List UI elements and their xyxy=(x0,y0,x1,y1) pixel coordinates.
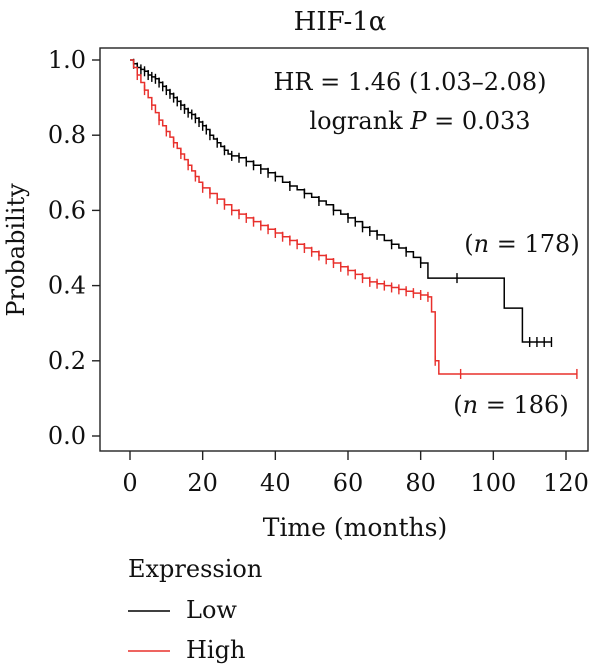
x-axis: 0 20 40 60 80 100 120 xyxy=(122,451,589,497)
legend-label-low: Low xyxy=(186,596,237,624)
logrank-p: P xyxy=(409,107,427,135)
x-tick-label: 100 xyxy=(470,469,516,497)
legend: Expression Low High xyxy=(128,555,262,664)
series-high xyxy=(130,59,578,379)
chart-title: HIF-1α xyxy=(294,7,387,37)
n-high-open: ( xyxy=(453,391,462,419)
n-high-n: n xyxy=(463,391,478,419)
n-high-value: = 186) xyxy=(478,391,569,419)
series-low xyxy=(130,58,553,347)
n-low-label: (n = 178) xyxy=(464,230,579,258)
y-axis: 0.0 0.2 0.4 0.6 0.8 1.0 xyxy=(48,46,100,450)
hr-annotation: HR = 1.46 (1.03–2.08) xyxy=(273,68,546,96)
logrank-value: = 0.033 xyxy=(426,107,530,135)
x-tick-label: 60 xyxy=(333,469,364,497)
y-tick-label: 0.6 xyxy=(48,196,86,224)
series-layer xyxy=(130,58,578,379)
n-low-open: ( xyxy=(464,230,473,258)
x-tick-label: 120 xyxy=(543,469,589,497)
x-axis-label: Time (months) xyxy=(263,513,447,542)
logrank-annotation: logrank P = 0.033 xyxy=(309,107,530,135)
x-tick-label: 80 xyxy=(405,469,436,497)
legend-label-high: High xyxy=(186,636,245,664)
n-low-value: = 178) xyxy=(489,230,580,258)
y-tick-label: 0.8 xyxy=(48,121,86,149)
x-tick-label: 20 xyxy=(187,469,218,497)
y-tick-label: 0.0 xyxy=(48,422,86,450)
plot-border xyxy=(99,47,589,452)
y-axis-label: Probability xyxy=(2,183,30,317)
y-tick-label: 1.0 xyxy=(48,46,86,74)
y-tick-label: 0.4 xyxy=(48,272,86,300)
x-tick-label: 40 xyxy=(260,469,291,497)
legend-title: Expression xyxy=(128,555,262,583)
logrank-prefix: logrank xyxy=(309,107,410,135)
x-tick-label: 0 xyxy=(122,469,137,497)
n-low-n: n xyxy=(474,230,489,258)
n-high-label: (n = 186) xyxy=(453,391,568,419)
survival-line-low xyxy=(130,59,552,343)
y-tick-label: 0.2 xyxy=(48,347,86,375)
